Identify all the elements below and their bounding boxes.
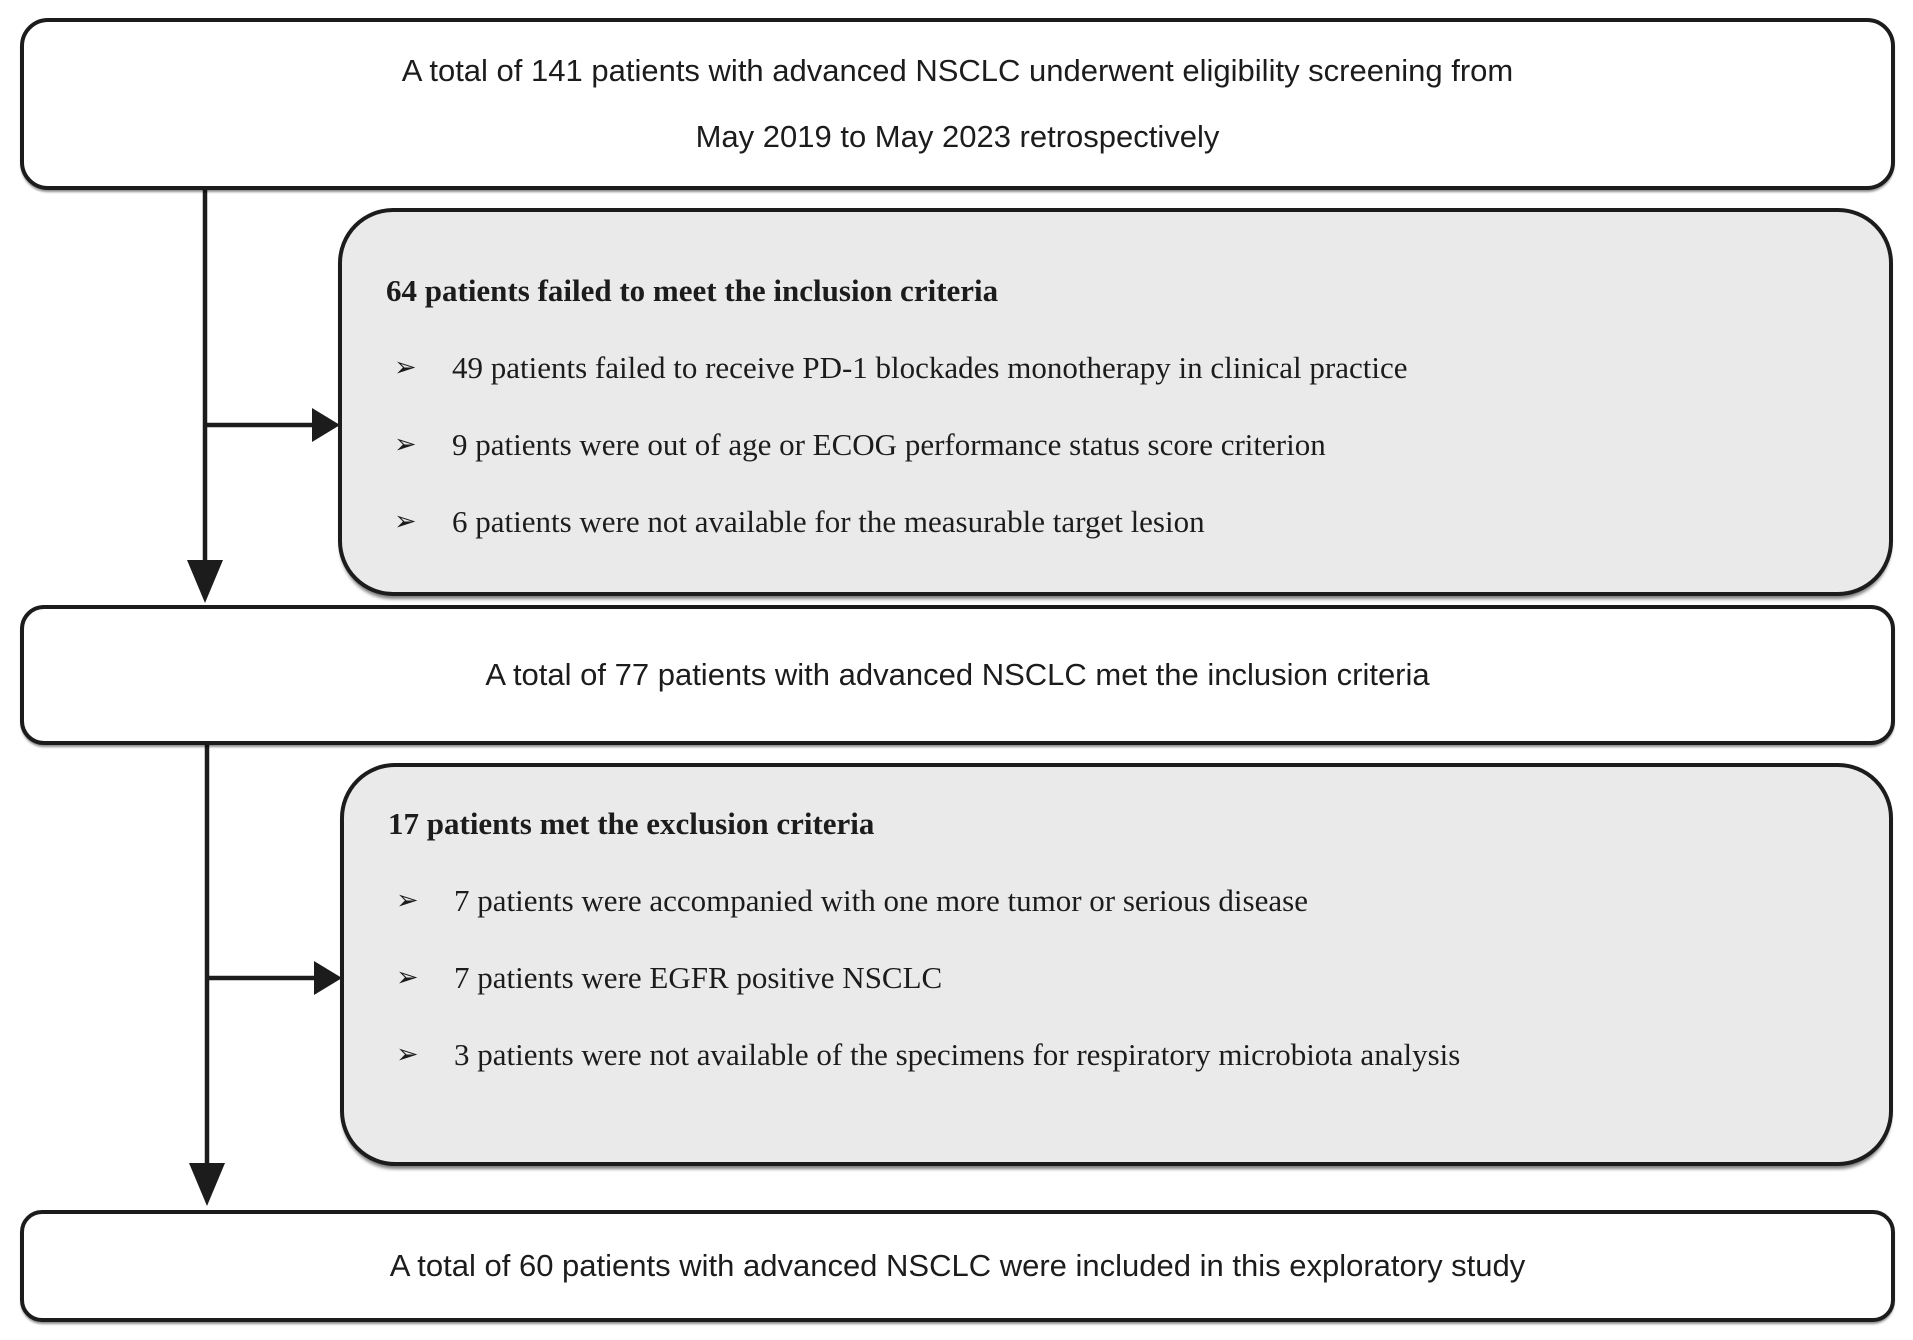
final-included-text: A total of 60 patients with advanced NSC… xyxy=(389,1247,1526,1283)
inclusion-met-text: A total of 77 patients with advanced NSC… xyxy=(485,656,1430,692)
list-item: ➢ 6 patients were not available for the … xyxy=(386,483,1847,560)
inclusion-failure-header: 64 patients failed to meet the inclusion… xyxy=(386,273,999,308)
screening-total-line2: May 2019 to May 2023 retrospectively xyxy=(695,118,1220,154)
list-item-text: 7 patients were EGFR positive NSCLC xyxy=(454,960,943,995)
screening-total-box: A total of 141 patients with advanced NS… xyxy=(20,18,1895,190)
arrowhead-right-into-exclusion-box-2 xyxy=(314,961,342,995)
list-item-text: 7 patients were accompanied with one mor… xyxy=(454,883,1308,918)
arrowhead-bullet-icon: ➢ xyxy=(394,352,417,383)
inclusion-failure-content: 64 patients failed to meet the inclusion… xyxy=(342,212,1889,560)
list-item: ➢ 7 patients were accompanied with one m… xyxy=(388,862,1847,939)
arrowhead-bullet-icon: ➢ xyxy=(396,885,419,916)
list-item-text: 9 patients were out of age or ECOG perfo… xyxy=(452,427,1326,462)
arrowhead-bullet-icon: ➢ xyxy=(394,429,417,460)
exclusion-met-box: 17 patients met the exclusion criteria ➢… xyxy=(340,763,1893,1166)
list-item: ➢ 9 patients were out of age or ECOG per… xyxy=(386,406,1847,483)
inclusion-failure-box: 64 patients failed to meet the inclusion… xyxy=(338,208,1893,596)
inclusion-failure-list: ➢ 49 patients failed to receive PD-1 blo… xyxy=(386,329,1847,560)
final-included-box: A total of 60 patients with advanced NSC… xyxy=(20,1210,1895,1322)
list-item: ➢ 49 patients failed to receive PD-1 blo… xyxy=(386,329,1847,406)
arrowhead-down-into-bottom-box xyxy=(189,1163,225,1206)
arrowhead-right-into-exclusion-box-1 xyxy=(312,408,340,442)
exclusion-met-list: ➢ 7 patients were accompanied with one m… xyxy=(388,862,1847,1093)
exclusion-met-content: 17 patients met the exclusion criteria ➢… xyxy=(344,767,1889,1093)
arrowhead-down-into-middle-box xyxy=(187,560,223,603)
screening-total-line1: A total of 141 patients with advanced NS… xyxy=(401,52,1514,88)
list-item-text: 49 patients failed to receive PD-1 block… xyxy=(452,350,1408,385)
list-item-text: 3 patients were not available of the spe… xyxy=(454,1037,1461,1072)
list-item: ➢ 7 patients were EGFR positive NSCLC xyxy=(388,939,1847,1016)
list-item-text: 6 patients were not available for the me… xyxy=(452,504,1205,539)
inclusion-met-box: A total of 77 patients with advanced NSC… xyxy=(20,605,1895,745)
arrowhead-bullet-icon: ➢ xyxy=(396,1039,419,1070)
arrowhead-bullet-icon: ➢ xyxy=(394,506,417,537)
arrowhead-bullet-icon: ➢ xyxy=(396,962,419,993)
list-item: ➢ 3 patients were not available of the s… xyxy=(388,1016,1847,1093)
exclusion-met-header: 17 patients met the exclusion criteria xyxy=(388,806,875,841)
